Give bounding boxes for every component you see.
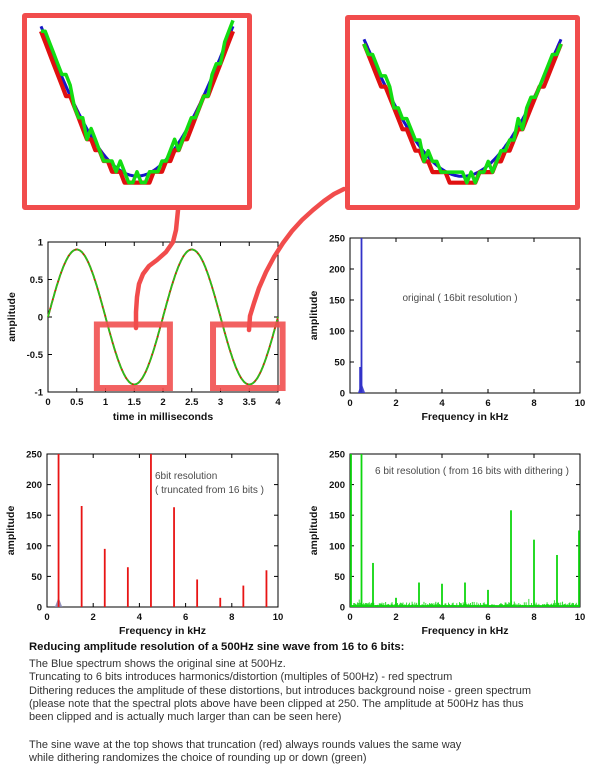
y-tick-label: -1: [35, 388, 44, 399]
x-axis-label: time in milliseconds: [113, 411, 214, 423]
y-tick-label: 150: [329, 296, 345, 307]
x-axis-label: Frequency in kHz: [422, 411, 509, 423]
caption-paragraph-1: The Blue spectrum shows the original sin…: [29, 658, 594, 724]
x-tick-label: 2: [393, 612, 398, 623]
x-tick-label: 8: [531, 398, 536, 409]
x-tick-label: 0: [44, 612, 49, 623]
caption-line: The Blue spectrum shows the original sin…: [29, 658, 286, 671]
y-tick-label: 100: [329, 327, 345, 338]
x-tick-label: 2: [160, 397, 165, 408]
y-tick-label: 200: [329, 265, 345, 276]
y-axis-label: amplitude: [308, 506, 320, 556]
sine-dithered-curve: [47, 248, 279, 386]
x-tick-label: 10: [575, 398, 586, 409]
x-tick-label: 0.5: [70, 397, 84, 408]
inset-truncated-curve: [362, 43, 563, 185]
zoom-highlight-box: [93, 321, 173, 392]
zoom-inset-right: [345, 15, 580, 210]
caption-paragraph-gap: [29, 724, 594, 739]
x-tick-label: 3: [218, 397, 223, 408]
plot-annotation: original ( 16bit resolution ): [402, 293, 517, 304]
x-tick-label: 3.5: [243, 397, 257, 408]
y-tick-label: 150: [26, 511, 42, 522]
y-tick-label: 50: [334, 572, 345, 583]
caption-line: Truncating to 6 bits introduces harmonic…: [29, 671, 453, 684]
x-tick-label: 8: [229, 612, 234, 623]
caption-title: Reducing amplitude resolution of a 500Hz…: [29, 641, 405, 653]
zoom-highlight-box: [210, 321, 286, 392]
caption-line: while dithering randomizes the choice of…: [29, 752, 367, 765]
caption-line: Dithering reduces the amplitude of these…: [29, 684, 532, 697]
zoom-inset-right-curves: [362, 38, 563, 185]
y-tick-label: 250: [329, 450, 345, 461]
x-tick-label: 6: [485, 398, 490, 409]
y-tick-label: 250: [329, 234, 345, 245]
x-tick-label: 0: [347, 612, 352, 623]
x-tick-label: 2: [91, 612, 96, 623]
x-tick-label: 4: [275, 397, 281, 408]
y-tick-label: 0: [340, 603, 345, 614]
y-axis-label: amplitude: [6, 292, 18, 342]
x-tick-label: 4: [439, 612, 445, 623]
x-tick-label: 6: [485, 612, 490, 623]
y-tick-label: 1: [38, 238, 44, 249]
x-axis-label: Frequency in kHz: [422, 625, 509, 637]
y-tick-label: 50: [31, 572, 42, 583]
x-tick-label: 10: [273, 612, 284, 623]
y-tick-label: 250: [26, 450, 42, 461]
y-tick-label: 150: [329, 511, 345, 522]
y-tick-label: 100: [26, 541, 42, 552]
y-axis-label: amplitude: [5, 506, 17, 556]
axes-frame: [349, 237, 581, 394]
zoom-inset-left-curves: [39, 19, 235, 185]
zoom-inset-left: [22, 13, 252, 210]
y-tick-label: -0.5: [27, 350, 44, 361]
y-tick-label: 0: [340, 389, 345, 400]
time-domain-plot: 0 0.5 1 1.5 2 2.5 3 3.5 4 -1 -0.5 0 0.5 1 time in mill…: [6, 238, 286, 423]
y-tick-label: 0: [37, 603, 42, 614]
x-tick-label: 1: [103, 397, 109, 408]
x-axis-label: Frequency in kHz: [119, 625, 206, 637]
plot-annotation: 6 bit resolution ( from 16 bits with dit…: [375, 466, 569, 477]
x-tick-label: 2: [393, 398, 398, 409]
x-tick-label: 2.5: [185, 397, 199, 408]
x-tick-label: 4: [439, 398, 445, 409]
caption-line: been clipped and is actually much larger…: [29, 711, 342, 724]
inset-original-curve: [39, 25, 235, 178]
x-tick-label: 4: [137, 612, 143, 623]
y-tick-label: 200: [26, 480, 42, 491]
y-tick-label: 0: [38, 313, 43, 324]
y-tick-label: 200: [329, 480, 345, 491]
x-tick-label: 1.5: [128, 397, 142, 408]
x-tick-label: 6: [183, 612, 188, 623]
caption-paragraph-2: The sine wave at the top shows that trun…: [29, 739, 594, 765]
x-tick-label: 8: [531, 612, 536, 623]
caption-line: (please note that the spectral plots abo…: [29, 697, 524, 710]
caption: Reducing amplitude resolution of a 500Hz…: [29, 641, 594, 766]
inset-dithered-curve: [41, 19, 235, 185]
y-axis-label: amplitude: [308, 291, 320, 341]
inset-dithered-curve: [362, 43, 563, 185]
y-tick-label: 50: [334, 358, 345, 369]
y-tick-label: 0.5: [30, 275, 44, 286]
x-tick-label: 10: [575, 612, 586, 623]
axes-frame: [46, 453, 279, 608]
plot-annotation: 6bit resolution: [155, 471, 217, 482]
inset-truncated-curve: [39, 30, 235, 185]
x-tick-label: 0: [45, 397, 50, 408]
y-tick-label: 100: [329, 541, 345, 552]
caption-line: The sine wave at the top shows that trun…: [29, 739, 462, 752]
plot-annotation: ( truncated from 16 bits ): [155, 485, 264, 496]
x-tick-label: 0: [347, 398, 352, 409]
